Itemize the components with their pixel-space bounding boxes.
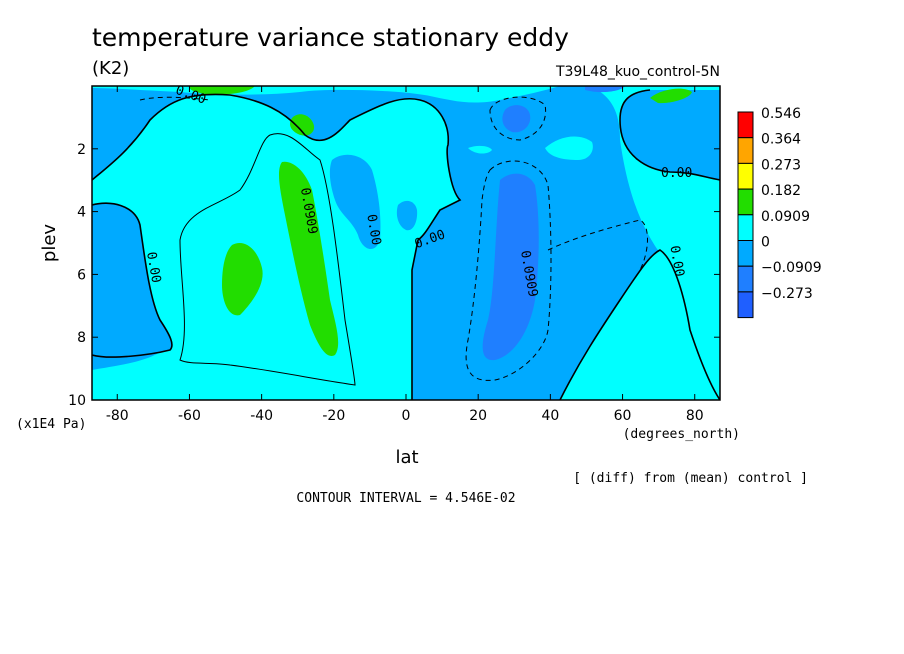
- legend-swatch: [737, 137, 754, 164]
- contour-line-zero-east-lower: [559, 249, 720, 400]
- x-axis-ticks: -80 -60 -40 -20 0 20 40 60 80: [106, 86, 704, 424]
- y-axis-ticks: 2 4 6 8 10: [68, 142, 720, 409]
- x-tick-label: 40: [541, 408, 559, 424]
- region-green-top-west: [189, 86, 255, 95]
- region-green-west: [222, 242, 263, 316]
- y-tick-label: 8: [77, 330, 86, 346]
- y-tick-label: 10: [68, 393, 86, 409]
- contour-line-zero-thick: [92, 93, 462, 400]
- legend-label: 0.273: [761, 157, 801, 173]
- x-tick-label: 0: [402, 408, 411, 424]
- legend-swatch: [737, 265, 754, 293]
- run-label: T39L48_kuo_control-5N: [555, 64, 720, 80]
- region-blue-centre: [329, 154, 381, 250]
- diff-note: [ (diff) from (mean) control ]: [573, 471, 808, 486]
- legend-label: 0: [761, 235, 770, 251]
- contour-line-zero-east: [619, 89, 720, 181]
- region-green-small: [290, 114, 315, 136]
- contour-line-top-dashed: [489, 96, 547, 141]
- legend-label: 0.0909: [761, 209, 810, 225]
- legend-label: −0.0909: [761, 260, 822, 276]
- legend-label: 0.182: [761, 183, 801, 199]
- units-label: (K2): [92, 58, 129, 79]
- y-tick-label: 4: [77, 205, 86, 221]
- legend-swatch: [737, 291, 754, 319]
- chart-title: temperature variance stationary eddy: [92, 23, 569, 52]
- region-blue-left: [92, 203, 172, 358]
- contour-line-top-west-dashed: [139, 96, 211, 101]
- region-strong-negative: [482, 173, 539, 361]
- region-blue-small: [396, 200, 418, 231]
- x-tick-label: 80: [686, 408, 704, 424]
- region-cyan-small-east: [545, 136, 593, 160]
- region-green-central: [278, 161, 339, 356]
- contour-line-west-inner: [179, 133, 356, 386]
- contour-label: 0.00: [661, 166, 692, 181]
- region-cyan-dot: [468, 145, 492, 154]
- contour-label: 0.00: [363, 213, 383, 246]
- legend-swatch: [737, 240, 754, 267]
- x-axis-units: (degrees_north): [623, 427, 740, 442]
- y-axis-label: plev: [39, 224, 60, 263]
- x-tick-label: -60: [178, 408, 201, 424]
- x-tick-label: -80: [106, 408, 129, 424]
- legend-swatch: [737, 162, 754, 190]
- x-tick-label: 20: [469, 408, 487, 424]
- legend-label: 0.546: [761, 106, 801, 122]
- contour-fill: [92, 86, 720, 400]
- legend-label: 0.364: [761, 132, 801, 148]
- contour-label: 0.00: [143, 251, 163, 284]
- y-axis-units: (x1E4 Pa): [16, 417, 86, 432]
- x-tick-label: -20: [322, 408, 345, 424]
- y-tick-label: 2: [77, 142, 86, 158]
- x-tick-label: -40: [250, 408, 273, 424]
- region-strong-negative-cap: [585, 86, 625, 93]
- y-tick-label: 6: [77, 267, 86, 283]
- legend-swatch: [737, 188, 754, 216]
- region-strong-negative-top: [502, 105, 531, 133]
- contour-line-east-dashed: [465, 160, 552, 381]
- legend-swatch: [737, 214, 754, 242]
- legend-label: −0.273: [761, 286, 813, 302]
- contour-label: 0.00: [666, 245, 686, 278]
- color-legend: 0.546 0.364 0.273 0.182 0.0909 0 −0.0909 −0.273: [737, 106, 822, 319]
- contour-line-east-dashed-outer: [547, 219, 648, 271]
- legend-swatch: [737, 111, 754, 139]
- contour-lines: [92, 89, 720, 400]
- region-green-top-east: [650, 88, 692, 104]
- contour-interval: CONTOUR INTERVAL = 4.546E-02: [296, 491, 515, 506]
- contour-line-zero-west-lower: [92, 202, 173, 358]
- x-tick-label: 60: [614, 408, 632, 424]
- x-axis-label: lat: [395, 447, 418, 468]
